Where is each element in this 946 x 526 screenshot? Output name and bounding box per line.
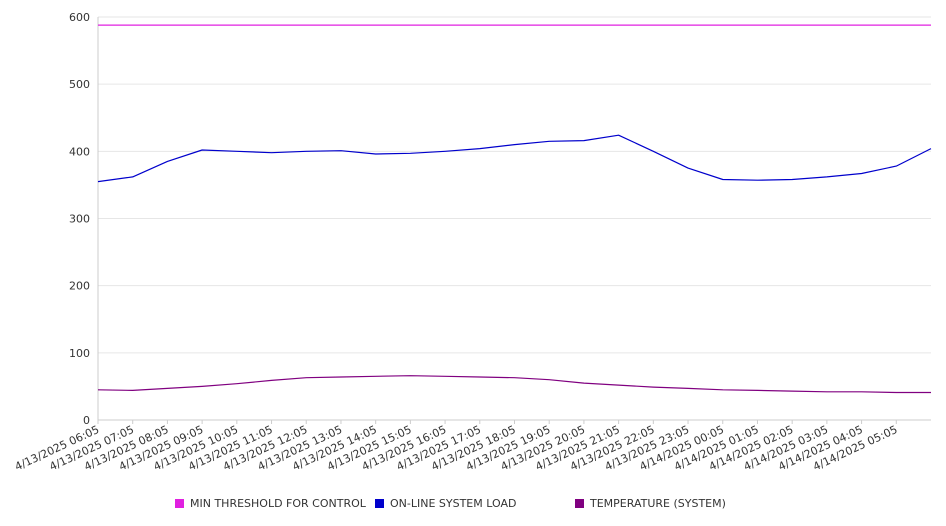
series-line-system-load: [97, 134, 932, 183]
legend-label-system-load: ON-LINE SYSTEM LOAD: [390, 497, 517, 510]
legend-item-system-load[interactable]: ON-LINE SYSTEM LOAD: [375, 497, 516, 510]
gridlines: [98, 16, 931, 421]
legend: MIN THRESHOLD FOR CONTROL ON-LINE SYSTEM…: [0, 497, 946, 515]
y-tick-label: 500: [69, 78, 90, 91]
x-axis-tick-labels: 4/13/2025 06:054/13/2025 07:054/13/2025 …: [13, 423, 900, 473]
axes: [97, 17, 931, 424]
y-tick-label: 300: [69, 213, 90, 226]
legend-swatch-min-threshold: [175, 499, 184, 508]
y-axis-tick-labels: 0 100 200 300 400 500 600: [69, 11, 90, 427]
series-lines: [97, 24, 932, 394]
legend-swatch-temperature: [575, 499, 584, 508]
legend-item-temperature[interactable]: TEMPERATURE (SYSTEM): [575, 497, 726, 510]
legend-label-min-threshold: MIN THRESHOLD FOR CONTROL: [190, 497, 366, 510]
legend-swatch-system-load: [375, 499, 384, 508]
y-tick-label: 100: [69, 347, 90, 360]
legend-item-min-threshold[interactable]: MIN THRESHOLD FOR CONTROL: [175, 497, 366, 510]
y-tick-label: 200: [69, 280, 90, 293]
y-tick-label: 0: [83, 414, 90, 427]
legend-label-temperature: TEMPERATURE (SYSTEM): [590, 497, 726, 510]
series-line-temperature: [97, 375, 931, 394]
y-tick-label: 400: [69, 145, 90, 158]
y-tick-label: 600: [69, 11, 90, 24]
